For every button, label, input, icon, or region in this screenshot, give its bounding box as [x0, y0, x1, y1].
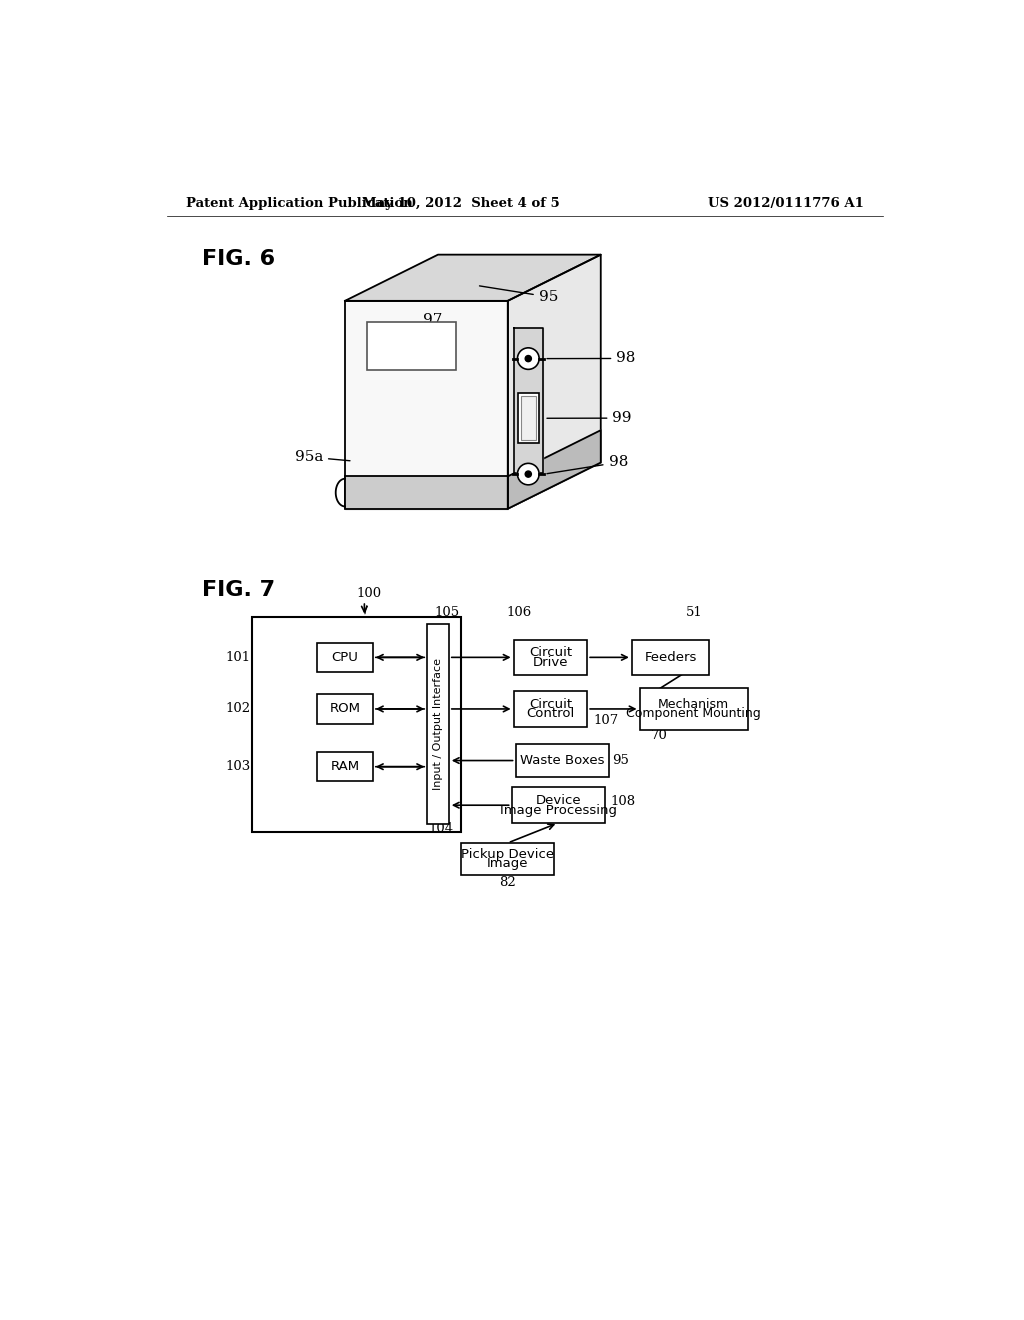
- Bar: [514, 692, 587, 726]
- Bar: [640, 688, 748, 730]
- Circle shape: [517, 463, 540, 484]
- Text: CPU: CPU: [332, 651, 358, 664]
- Text: 102: 102: [225, 702, 251, 715]
- Text: 104: 104: [429, 822, 454, 834]
- Text: 106: 106: [506, 606, 531, 619]
- Text: 95: 95: [479, 286, 558, 304]
- Bar: [252, 616, 461, 832]
- Text: 107: 107: [593, 714, 618, 727]
- Bar: [521, 396, 536, 441]
- Text: Patent Application Publication: Patent Application Publication: [186, 197, 413, 210]
- Text: Image Processing: Image Processing: [500, 804, 616, 817]
- Text: US 2012/0111776 A1: US 2012/0111776 A1: [709, 197, 864, 210]
- Text: Image: Image: [487, 858, 528, 870]
- Text: 98: 98: [547, 455, 628, 474]
- Bar: [512, 788, 604, 822]
- Bar: [317, 694, 373, 723]
- Bar: [515, 744, 608, 776]
- Bar: [317, 752, 373, 781]
- Text: Input / Output Interface: Input / Output Interface: [433, 659, 443, 791]
- Circle shape: [525, 355, 531, 362]
- Text: Mechanism: Mechanism: [658, 698, 729, 711]
- Text: 101: 101: [225, 651, 251, 664]
- Text: Circuit: Circuit: [528, 645, 572, 659]
- Text: RAM: RAM: [331, 760, 359, 774]
- Text: Device: Device: [536, 793, 581, 807]
- Text: 108: 108: [611, 795, 636, 808]
- Bar: [427, 624, 449, 825]
- Bar: [317, 643, 373, 672]
- Text: 95: 95: [612, 754, 630, 767]
- Polygon shape: [345, 301, 508, 508]
- Text: May 10, 2012  Sheet 4 of 5: May 10, 2012 Sheet 4 of 5: [362, 197, 560, 210]
- Bar: [514, 640, 587, 675]
- Text: ROM: ROM: [330, 702, 360, 715]
- Text: 51: 51: [686, 606, 702, 619]
- Text: Waste Boxes: Waste Boxes: [520, 754, 604, 767]
- Text: Control: Control: [526, 708, 574, 721]
- Text: Feeders: Feeders: [644, 651, 696, 664]
- Text: 103: 103: [225, 760, 251, 774]
- Text: Component Mounting: Component Mounting: [627, 708, 761, 721]
- Polygon shape: [514, 327, 543, 473]
- Text: 99: 99: [547, 411, 632, 425]
- Polygon shape: [508, 255, 601, 508]
- Text: 98: 98: [547, 351, 636, 366]
- Bar: [461, 843, 554, 875]
- Text: Circuit: Circuit: [528, 698, 572, 710]
- Text: 105: 105: [435, 606, 460, 619]
- Text: FIG. 6: FIG. 6: [202, 248, 274, 268]
- Text: Pickup Device: Pickup Device: [461, 847, 554, 861]
- Polygon shape: [345, 477, 508, 508]
- Text: FIG. 7: FIG. 7: [202, 579, 274, 599]
- Text: Drive: Drive: [532, 656, 568, 669]
- Bar: [367, 322, 456, 370]
- Text: 95a: 95a: [295, 450, 350, 465]
- Text: 97: 97: [385, 313, 442, 341]
- Polygon shape: [345, 255, 601, 301]
- Text: 100: 100: [356, 587, 382, 614]
- Circle shape: [517, 348, 540, 370]
- Text: 82: 82: [500, 875, 516, 888]
- Text: 70: 70: [651, 730, 668, 742]
- Circle shape: [525, 471, 531, 478]
- Polygon shape: [508, 430, 601, 508]
- Bar: [632, 640, 710, 675]
- Bar: [518, 393, 539, 444]
